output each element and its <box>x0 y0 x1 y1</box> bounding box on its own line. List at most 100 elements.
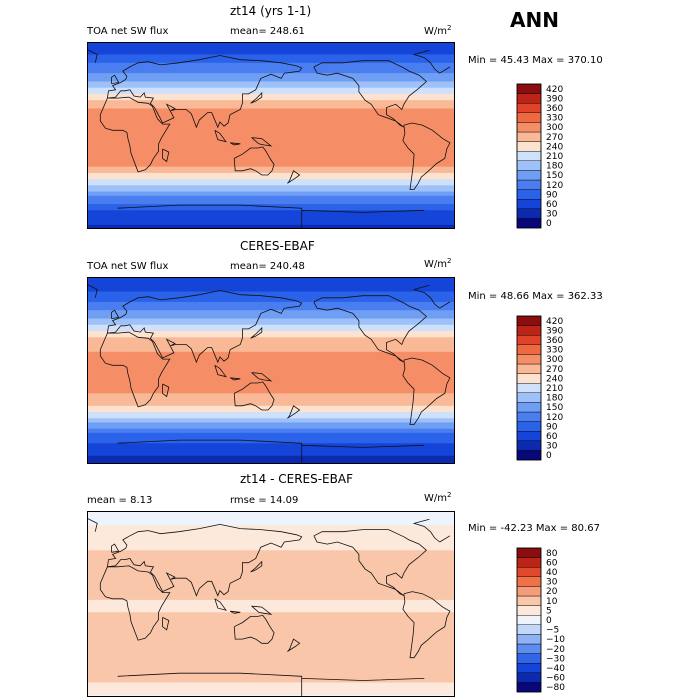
map-frame <box>87 42 455 229</box>
panel-2-title: CERES-EBAF <box>240 239 315 253</box>
map-band <box>87 50 455 53</box>
map-band <box>87 337 455 340</box>
map-band <box>87 100 455 103</box>
map-band <box>87 420 455 424</box>
map-band <box>87 172 455 176</box>
colorbar-tick-label: 150 <box>546 171 563 181</box>
map-band <box>87 362 455 365</box>
coastline <box>162 383 170 398</box>
map-band <box>87 331 455 334</box>
map-band <box>87 674 455 677</box>
map-band <box>87 216 455 220</box>
map-band <box>87 324 455 328</box>
map-band <box>87 432 455 436</box>
colorbar-swatch <box>516 131 542 142</box>
map-band <box>87 684 455 688</box>
map-band <box>87 676 455 679</box>
map-band <box>87 314 455 318</box>
coastline <box>251 372 273 382</box>
map-band <box>87 587 455 591</box>
map-band <box>87 316 455 320</box>
map-band <box>87 399 455 403</box>
map-band <box>87 353 455 357</box>
map-band <box>87 204 455 207</box>
map-band <box>87 397 455 401</box>
map-band <box>87 110 455 114</box>
map-band <box>87 168 455 172</box>
colorbar-tick-label: 120 <box>546 413 563 423</box>
map-band <box>87 637 455 640</box>
map-band <box>87 618 455 622</box>
map-band <box>87 430 455 434</box>
colorbar-tick-label: 270 <box>546 365 563 375</box>
map-band <box>87 434 455 438</box>
map-band <box>87 48 455 51</box>
map-band <box>87 659 455 663</box>
coastline <box>251 605 273 615</box>
map-band <box>87 550 455 553</box>
coastline <box>233 381 275 411</box>
map-band <box>87 385 455 388</box>
map-band <box>87 558 455 562</box>
colorbar-swatch <box>516 402 542 413</box>
coastline <box>287 638 301 652</box>
map-band <box>87 682 455 686</box>
map-band <box>87 83 455 87</box>
map-band <box>87 414 455 417</box>
colorbar-tick-label: 5 <box>546 606 552 616</box>
map-band <box>87 552 455 555</box>
map-band <box>87 91 455 95</box>
coastline <box>117 439 425 464</box>
map-band <box>87 616 455 620</box>
map-band <box>87 297 455 301</box>
colorbar-tick-label: 390 <box>546 94 563 104</box>
map-band <box>87 537 455 541</box>
map-band <box>87 201 455 205</box>
colorbar-tick-label: 300 <box>546 355 563 365</box>
colorbar-swatch <box>516 315 542 326</box>
colorbar-swatch <box>516 122 542 133</box>
map-band <box>87 93 455 97</box>
map-band <box>87 395 455 399</box>
map-band <box>87 287 455 291</box>
colorbar-tick-label: 210 <box>546 384 563 394</box>
map-band <box>87 69 455 72</box>
colorbar-tick-label: 20 <box>546 587 558 597</box>
map-band <box>87 281 455 284</box>
coastline <box>287 405 301 419</box>
map-band <box>87 139 455 143</box>
colorbar-tick-label: 180 <box>546 162 563 172</box>
map-band <box>87 589 455 593</box>
colorbar-swatch <box>516 189 542 200</box>
map-band <box>87 185 455 189</box>
map-band <box>87 380 455 384</box>
map-band <box>87 355 455 359</box>
map-band <box>87 191 455 195</box>
map-band <box>87 179 455 182</box>
colorbar-swatch <box>516 354 542 365</box>
panel-3-title: zt14 - CERES-EBAF <box>240 472 353 486</box>
map-band <box>87 54 455 58</box>
map-band <box>87 523 455 527</box>
map-band <box>87 98 455 101</box>
map-band <box>87 44 455 47</box>
map-band <box>87 519 455 522</box>
map-band <box>87 358 455 361</box>
map-band <box>87 570 455 574</box>
map-band <box>87 525 455 529</box>
map-band <box>87 453 455 457</box>
colorbar-tick-label: 80 <box>546 549 558 559</box>
colorbar-swatch <box>516 141 542 152</box>
map-band <box>87 672 455 675</box>
map-band <box>87 87 455 91</box>
coastline <box>162 148 170 163</box>
map-band <box>87 131 455 135</box>
coastline <box>313 529 428 597</box>
map-band <box>87 515 455 518</box>
map-band <box>87 326 455 330</box>
panel-2-unit-label: W/m2 <box>424 257 452 270</box>
colorbar-tick-label: 60 <box>546 558 558 568</box>
colorbar-swatch <box>516 93 542 104</box>
